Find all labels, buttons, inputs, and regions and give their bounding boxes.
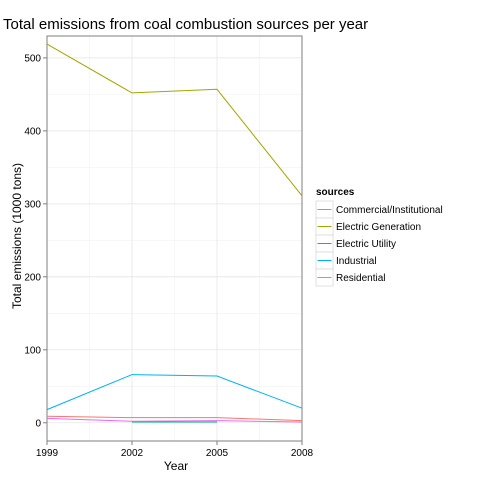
legend-items: Commercial/Institutional Electric Generat…	[315, 200, 443, 287]
x-axis-ticks: 1999 2002 2005 2008	[36, 441, 314, 459]
series-line-commercial-institutional	[46, 415, 303, 422]
legend-label: Residential	[336, 273, 385, 284]
series-lines	[46, 43, 303, 423]
y-tick-label: 100	[24, 345, 41, 356]
legend-label: Industrial	[336, 256, 377, 267]
legend-label: Electric Utility	[336, 239, 396, 250]
y-tick-label: 200	[24, 272, 41, 283]
y-axis-ticks: 0 100 200 300 400 500	[24, 53, 47, 429]
x-tick-label: 2002	[121, 448, 144, 459]
y-tick-label: 300	[24, 199, 41, 210]
minor-gridlines	[47, 36, 302, 441]
series-line-residential	[46, 417, 303, 423]
series-line-electric-generation	[46, 43, 303, 197]
legend: sources Commercial/Institutional Electric…	[315, 187, 443, 287]
y-tick-label: 0	[35, 418, 41, 429]
legend-title: sources	[316, 187, 355, 198]
x-tick-label: 1999	[36, 448, 59, 459]
x-tick-label: 2008	[291, 448, 314, 459]
x-tick-label: 2005	[206, 448, 229, 459]
series-line-industrial	[46, 374, 303, 411]
y-axis-label: Total emissions (1000 tons)	[10, 163, 24, 309]
legend-item-residential: Residential	[315, 268, 385, 287]
chart-title: Total emissions from coal combustion sou…	[3, 16, 368, 33]
x-axis-label: Year	[164, 459, 188, 473]
y-tick-label: 400	[24, 126, 41, 137]
legend-label: Electric Generation	[336, 222, 421, 233]
legend-label: Commercial/Institutional	[336, 205, 443, 216]
plot-panel-border	[46, 35, 303, 442]
y-tick-label: 500	[24, 53, 41, 64]
